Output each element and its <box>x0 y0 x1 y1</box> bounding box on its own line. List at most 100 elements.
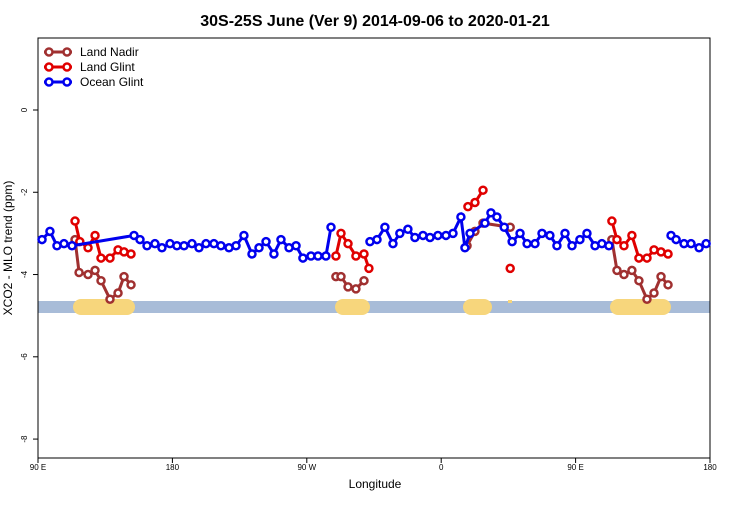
data-point <box>537 228 547 239</box>
data-point <box>619 240 629 251</box>
data-point <box>157 243 167 253</box>
y-tick-label: 0 <box>20 107 29 112</box>
y-tick-label: -2 <box>20 188 29 196</box>
data-point <box>336 271 346 282</box>
data-point <box>604 240 614 251</box>
legend-marker <box>44 47 54 57</box>
data-point <box>142 240 152 251</box>
data-point <box>59 238 69 249</box>
data-point <box>671 234 681 245</box>
data-point <box>351 251 361 261</box>
data-point <box>37 234 47 245</box>
data-point <box>343 282 353 292</box>
data-point <box>74 267 84 278</box>
data-point <box>351 284 361 294</box>
data-point <box>649 288 659 298</box>
data-point <box>560 228 570 239</box>
x-axis-label: Longitude <box>349 477 402 491</box>
data-point <box>607 216 617 226</box>
legend-label: Land Glint <box>80 60 135 74</box>
data-point <box>83 243 93 253</box>
data-point <box>463 201 473 212</box>
data-point <box>499 222 509 232</box>
data-point <box>179 240 189 251</box>
data-point <box>545 230 555 241</box>
data-point <box>135 234 145 245</box>
data-point <box>326 222 336 232</box>
x-tick-label: 180 <box>166 463 180 472</box>
data-point <box>460 243 470 253</box>
data-point <box>686 238 696 249</box>
data-point <box>364 263 374 274</box>
data-point <box>105 294 115 304</box>
legend-marker <box>62 77 72 87</box>
data-point <box>619 269 629 280</box>
data-point <box>90 230 100 241</box>
data-point <box>331 251 341 261</box>
data-point <box>530 238 540 249</box>
data-point <box>627 230 637 241</box>
data-point <box>45 226 55 237</box>
data-point <box>96 253 106 263</box>
data-point <box>395 228 405 239</box>
data-point <box>410 232 420 243</box>
y-tick-label: -4 <box>20 270 29 278</box>
data-point <box>425 232 435 243</box>
data-point <box>119 271 129 282</box>
data-point <box>701 238 711 249</box>
data-point <box>663 249 673 259</box>
data-point <box>433 230 443 241</box>
y-tick-label: -6 <box>20 353 29 361</box>
data-point <box>291 240 301 251</box>
chart-title: 30S-25S June (Ver 9) 2014-09-06 to 2020-… <box>200 13 550 30</box>
x-tick-label: 180 <box>703 463 717 472</box>
data-point <box>336 228 346 239</box>
data-point <box>105 253 115 263</box>
data-point <box>359 249 369 259</box>
surface-band <box>38 299 710 315</box>
data-point <box>465 228 475 239</box>
data-point <box>150 238 160 249</box>
data-point <box>612 234 622 245</box>
data-point <box>313 251 323 261</box>
series <box>37 208 711 263</box>
data-point <box>505 263 515 274</box>
data-point <box>507 236 517 247</box>
data-point <box>656 271 666 282</box>
legend-label: Land Nadir <box>80 45 139 59</box>
y-axis-label: XCO2 - MLO trend (ppm) <box>1 181 15 316</box>
data-point <box>372 234 382 245</box>
data-point <box>113 288 123 298</box>
data-point <box>126 249 136 259</box>
land-band <box>610 299 671 315</box>
data-point <box>470 197 480 208</box>
data-point <box>321 251 331 261</box>
data-point <box>634 253 644 263</box>
data-point <box>187 238 197 249</box>
data-point <box>582 228 592 239</box>
data-point <box>642 253 652 263</box>
data-point <box>298 253 308 263</box>
series <box>70 185 673 274</box>
plot-frame <box>37 37 711 459</box>
data-point <box>515 228 525 239</box>
data-point <box>552 240 562 251</box>
data-point <box>694 243 704 253</box>
data-point <box>359 275 369 286</box>
land-band <box>463 299 492 315</box>
data-point <box>480 218 490 228</box>
legend-marker <box>44 77 54 87</box>
data-point <box>492 212 502 222</box>
data-point <box>380 222 390 232</box>
data-point <box>276 234 286 245</box>
data-point <box>456 212 466 222</box>
legend-label: Ocean Glint <box>80 75 144 89</box>
data-point <box>634 275 644 286</box>
data-point <box>478 185 488 195</box>
data-point <box>642 294 652 304</box>
x-tick-label: 0 <box>439 463 444 472</box>
data-point <box>239 230 249 241</box>
data-point <box>231 240 241 251</box>
